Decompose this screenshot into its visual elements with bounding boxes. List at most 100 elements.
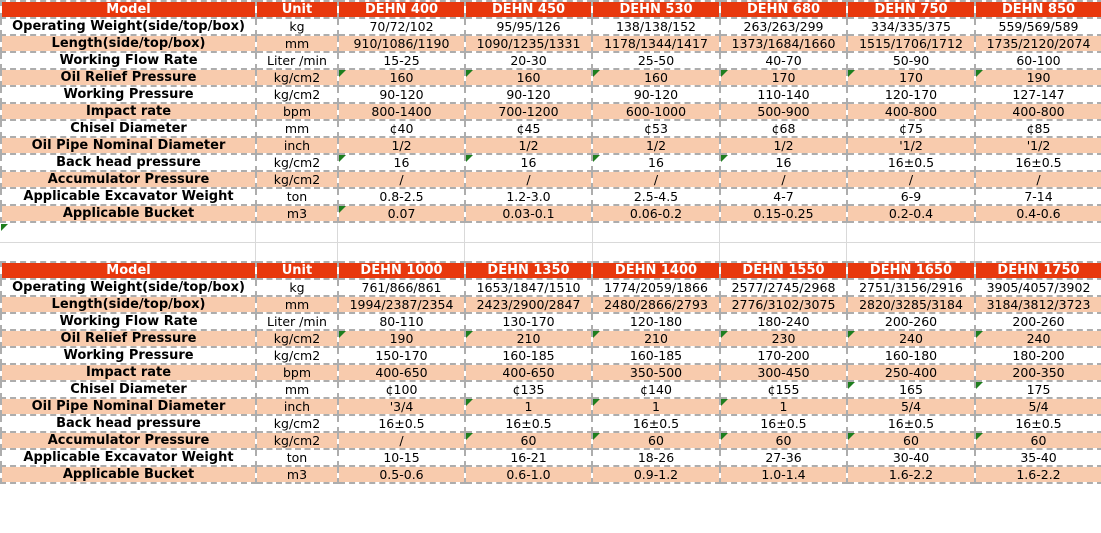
cell-value[interactable]: ¢155 [719, 380, 848, 399]
cell-value[interactable]: 1 [719, 397, 848, 416]
cell-value[interactable]: 16±0.5 [337, 414, 466, 433]
cell-value[interactable]: '3/4 [337, 397, 466, 416]
column-header-model-name[interactable]: DEHN 1350 [464, 261, 593, 280]
cell-value[interactable]: 0.07 [337, 204, 466, 223]
cell-value[interactable]: 16±0.5 [846, 414, 976, 433]
row-unit[interactable]: mm [255, 295, 339, 314]
row-unit[interactable]: kg [255, 17, 339, 36]
row-unit[interactable]: m3 [255, 465, 339, 484]
column-header-model-name[interactable]: DEHN 1750 [974, 261, 1101, 280]
cell-value[interactable]: 5/4 [974, 397, 1101, 416]
column-header-model[interactable]: Model [0, 261, 257, 280]
cell-value[interactable]: 127-147 [974, 85, 1101, 104]
row-unit[interactable]: mm [255, 380, 339, 399]
row-unit[interactable]: bpm [255, 363, 339, 382]
row-label[interactable]: Back head pressure [0, 414, 257, 433]
cell-value[interactable]: 60 [719, 431, 848, 450]
cell-value[interactable]: 16±0.5 [974, 414, 1101, 433]
cell-value[interactable]: 0.4-0.6 [974, 204, 1101, 223]
cell-value[interactable]: 800-1400 [337, 102, 466, 121]
cell-value[interactable]: 1/2 [719, 136, 848, 155]
cell-value[interactable]: 90-120 [337, 85, 466, 104]
cell-value[interactable]: 190 [974, 68, 1101, 87]
row-unit[interactable]: kg/cm2 [255, 414, 339, 433]
cell-value[interactable]: 150-170 [337, 346, 466, 365]
row-unit[interactable]: kg [255, 278, 339, 297]
row-label[interactable]: Working Pressure [0, 85, 257, 104]
cell-value[interactable]: 160-180 [846, 346, 976, 365]
cell-value[interactable]: 0.5-0.6 [337, 465, 466, 484]
cell-value[interactable]: 60 [591, 431, 721, 450]
cell-value[interactable]: 16±0.5 [591, 414, 721, 433]
cell-value[interactable]: 2776/3102/3075 [719, 295, 848, 314]
cell-value[interactable]: 400-800 [974, 102, 1101, 121]
row-label[interactable]: Working Pressure [0, 346, 257, 365]
row-label[interactable]: Oil Relief Pressure [0, 68, 257, 87]
cell-value[interactable]: 1 [464, 397, 593, 416]
row-label[interactable]: Working Flow Rate [0, 51, 257, 70]
column-header-model-name[interactable]: DEHN 1000 [337, 261, 466, 280]
row-label[interactable]: Oil Pipe Nominal Diameter [0, 136, 257, 155]
cell-value[interactable]: 0.9-1.2 [591, 465, 721, 484]
cell-value[interactable]: 230 [719, 329, 848, 348]
column-header-model-name[interactable]: DEHN 850 [974, 0, 1101, 19]
cell-value[interactable]: 25-50 [591, 51, 721, 70]
cell-value[interactable]: 2820/3285/3184 [846, 295, 976, 314]
cell-value[interactable]: 60-100 [974, 51, 1101, 70]
cell-value[interactable]: 1/2 [591, 136, 721, 155]
cell-value[interactable]: ¢75 [846, 119, 976, 138]
row-unit[interactable]: inch [255, 136, 339, 155]
cell-value[interactable]: 761/866/861 [337, 278, 466, 297]
cell-value[interactable]: 300-450 [719, 363, 848, 382]
row-label[interactable]: Accumulator Pressure [0, 170, 257, 189]
row-label[interactable]: Impact rate [0, 363, 257, 382]
cell-value[interactable]: 1.2-3.0 [464, 187, 593, 206]
row-label[interactable]: Back head pressure [0, 153, 257, 172]
cell-value[interactable]: 5/4 [846, 397, 976, 416]
cell-value[interactable]: 210 [464, 329, 593, 348]
cell-value[interactable]: 40-70 [719, 51, 848, 70]
cell-value[interactable]: 240 [974, 329, 1101, 348]
cell-value[interactable]: / [464, 170, 593, 189]
cell-value[interactable]: 130-170 [464, 312, 593, 331]
cell-value[interactable]: 1515/1706/1712 [846, 34, 976, 53]
cell-value[interactable]: ¢100 [337, 380, 466, 399]
cell-value[interactable]: / [719, 170, 848, 189]
cell-value[interactable]: 20-30 [464, 51, 593, 70]
cell-value[interactable]: / [846, 170, 976, 189]
cell-value[interactable]: 110-140 [719, 85, 848, 104]
row-label[interactable]: Applicable Excavator Weight [0, 448, 257, 467]
cell-value[interactable]: ¢68 [719, 119, 848, 138]
row-label[interactable]: Applicable Bucket [0, 204, 257, 223]
cell-value[interactable]: 210 [591, 329, 721, 348]
cell-value[interactable]: 60 [974, 431, 1101, 450]
row-unit[interactable]: kg/cm2 [255, 153, 339, 172]
row-unit[interactable]: ton [255, 187, 339, 206]
cell-value[interactable]: / [337, 170, 466, 189]
cell-value[interactable]: 16 [719, 153, 848, 172]
cell-value[interactable]: 16 [464, 153, 593, 172]
row-label[interactable]: Operating Weight(side/top/box) [0, 278, 257, 297]
cell-value[interactable]: 60 [464, 431, 593, 450]
cell-value[interactable]: ¢53 [591, 119, 721, 138]
column-header-unit[interactable]: Unit [255, 261, 339, 280]
cell-value[interactable]: 1653/1847/1510 [464, 278, 593, 297]
cell-value[interactable]: ¢40 [337, 119, 466, 138]
cell-value[interactable]: 0.2-0.4 [846, 204, 976, 223]
cell-value[interactable]: 200-260 [974, 312, 1101, 331]
cell-value[interactable]: 250-400 [846, 363, 976, 382]
cell-value[interactable]: 600-1000 [591, 102, 721, 121]
cell-value[interactable]: 7-14 [974, 187, 1101, 206]
cell-value[interactable]: 200-260 [846, 312, 976, 331]
cell-value[interactable]: 1090/1235/1331 [464, 34, 593, 53]
row-unit[interactable]: bpm [255, 102, 339, 121]
cell-value[interactable]: 90-120 [591, 85, 721, 104]
cell-value[interactable]: '1/2 [846, 136, 976, 155]
cell-value[interactable]: 120-170 [846, 85, 976, 104]
row-unit[interactable]: m3 [255, 204, 339, 223]
row-label[interactable]: Length(side/top/box) [0, 34, 257, 53]
cell-value[interactable]: / [591, 170, 721, 189]
cell-value[interactable]: 400-800 [846, 102, 976, 121]
cell-value[interactable]: 3184/3812/3723 [974, 295, 1101, 314]
cell-value[interactable]: ¢135 [464, 380, 593, 399]
